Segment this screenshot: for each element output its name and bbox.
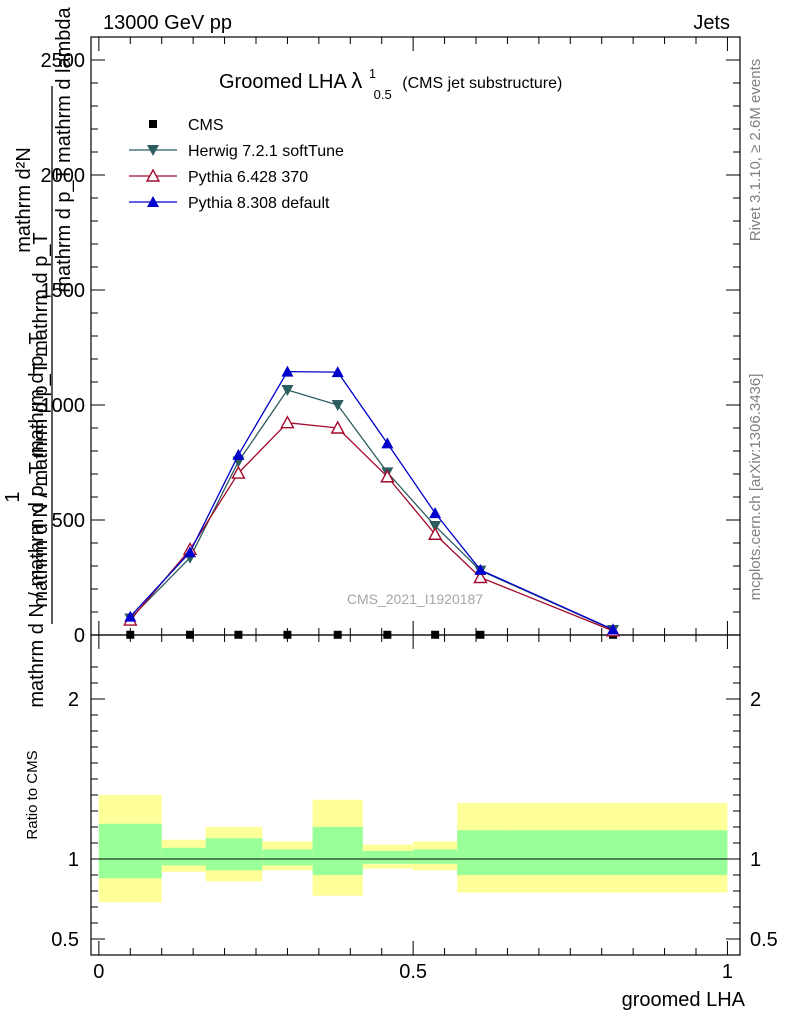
- series-2-point-5: [380, 469, 395, 483]
- plot-title-sub: 0.5: [374, 87, 392, 102]
- mcplots-label: mcplots.cern.ch [arXiv:1306.3436]: [747, 374, 764, 601]
- y-label-num: mathrm d N / mathrm d p_T mathrm d p_T: [30, 232, 52, 607]
- ratio-band-green-5: [362, 851, 414, 864]
- series-3-point-3: [281, 365, 294, 377]
- series-1-point-4: [331, 400, 344, 411]
- main-ytick-label-1: 500: [52, 510, 85, 532]
- ratio-band-green-2: [205, 838, 263, 871]
- plot-title: Groomed LHA λ 1 0.5 (CMS jet substructur…: [219, 61, 562, 104]
- ratio-bands: [98, 795, 728, 903]
- series-0-point-6: [431, 630, 440, 639]
- series-2-point-2: [231, 465, 246, 479]
- x-axis-label: groomed LHA: [622, 989, 746, 1011]
- xtick-label-1: 0.5: [399, 961, 427, 983]
- legend-label-2: Pythia 6.428 370: [188, 169, 308, 186]
- series-3-point-6: [429, 507, 442, 519]
- plot-title-lambda: λ: [351, 68, 362, 93]
- legend: CMS Herwig 7.2.1 softTune Pythia 6.428 370…: [129, 117, 344, 212]
- main-ytick-label-0: 0: [74, 625, 85, 647]
- y-label-den: mathrm d N / mathrm d p_T mathrm d p_T: [26, 332, 48, 707]
- series-0-point-3: [283, 630, 292, 639]
- series-1-point-3: [281, 385, 294, 397]
- series-0-point-2: [234, 630, 243, 639]
- xtick-label-2: 1: [722, 961, 733, 983]
- analysis-watermark: CMS_2021_I1920187: [347, 591, 483, 607]
- ratio-ytick-label-right-2: 2: [750, 689, 761, 711]
- series-2-point-3: [280, 415, 295, 429]
- main-y-axis-label: 1 mathrm d N / mathrm d p_T mathrm d p_T…: [2, 6, 75, 707]
- series-0-point-7: [476, 630, 485, 639]
- ratio-band-green-7: [457, 830, 508, 875]
- legend-entry-0: CMS: [149, 117, 224, 134]
- ratio-ytick-label-0: 0.5: [51, 929, 79, 951]
- plot-title-suffix: (CMS jet substructure): [402, 75, 562, 92]
- series-2-point-7: [473, 570, 488, 584]
- legend-entry-3: Pythia 8.308 default: [129, 195, 330, 212]
- legend-marker-0: [149, 120, 157, 128]
- series-0-point-1: [186, 630, 194, 639]
- plot-title-main: Groomed LHA: [219, 71, 347, 93]
- ratio-band-green-6: [413, 849, 458, 864]
- data-series: [123, 365, 621, 639]
- legend-marker-2: [145, 168, 161, 182]
- series-2-point-6: [427, 526, 443, 540]
- series-3: [124, 365, 620, 635]
- xtick-label-0: 0: [93, 961, 104, 983]
- ratio-band-green-8: [507, 830, 728, 875]
- rivet-label: Rivet 3.1.10, ≥ 2.6M events: [747, 59, 764, 242]
- legend-marker-3: [147, 196, 159, 207]
- ratio-band-green-0: [98, 823, 162, 879]
- plot-title-sup: 1: [369, 66, 376, 81]
- ratio-band-green-3: [262, 849, 313, 866]
- legend-marker-1: [147, 145, 159, 156]
- ratio-band-green-4: [312, 827, 363, 875]
- x-axis-ticks: 0 0.5 1: [93, 37, 733, 983]
- legend-entry-2: Pythia 6.428 370: [129, 168, 308, 186]
- series-3-point-2: [232, 448, 245, 460]
- ratio-plot-frame: [90, 634, 741, 956]
- ratio-ytick-label-right-1: 1: [750, 849, 761, 871]
- series-0-point-0: [126, 630, 135, 639]
- series-3-point-7: [474, 563, 487, 575]
- series-3-point-0: [124, 610, 137, 622]
- main-ytick-label-5: 2500: [41, 50, 86, 72]
- series-3-point-4: [331, 366, 344, 378]
- header-category: Jets: [693, 12, 730, 34]
- ratio-band-green-1: [161, 847, 206, 866]
- ratio-ytick-label-right-0: 0.5: [750, 929, 778, 951]
- series-3-point-8: [607, 623, 620, 635]
- series-3-point-1: [184, 546, 196, 558]
- legend-label-3: Pythia 8.308 default: [188, 195, 330, 212]
- y-label-main-num: mathrm d²N: [13, 147, 35, 253]
- series-0-point-4: [333, 630, 342, 639]
- header-process: 13000 GeV pp: [103, 12, 232, 34]
- ratio-y-axis-ticks: 0.5 0.5 1 1 2 2: [51, 666, 778, 951]
- y-label-main-den: mathrm d p_T mathrm d lambda: [53, 6, 75, 292]
- ratio-y-axis-label: Ratio to CMS: [24, 750, 41, 839]
- legend-label-1: Herwig 7.2.1 softTune: [188, 143, 344, 160]
- legend-entry-1: Herwig 7.2.1 softTune: [129, 143, 344, 160]
- legend-label-0: CMS: [188, 117, 224, 134]
- ratio-ytick-label-1: 1: [68, 849, 79, 871]
- series-0-point-5: [383, 630, 392, 639]
- series-1-point-6: [429, 520, 442, 532]
- series-2-point-4: [330, 420, 345, 434]
- y-label-one: 1: [2, 491, 24, 502]
- ratio-ytick-label-2: 2: [68, 689, 79, 711]
- series-3-point-5: [381, 437, 394, 449]
